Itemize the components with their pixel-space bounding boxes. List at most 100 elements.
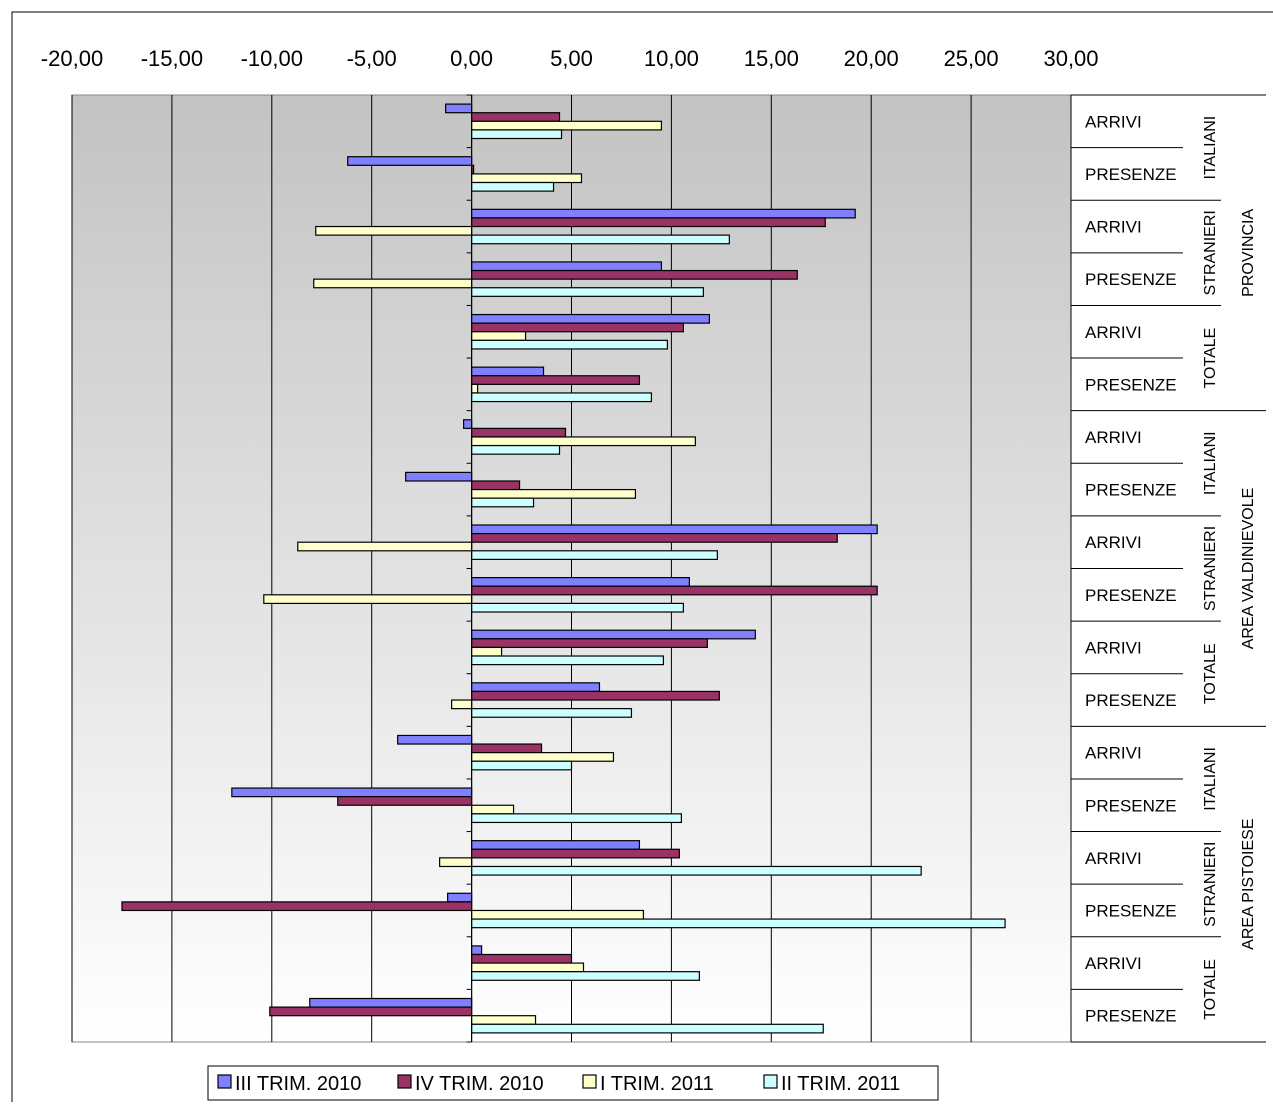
bar	[471, 436, 696, 447]
x-tick-label: 25,00	[944, 46, 999, 71]
bar	[471, 313, 710, 324]
legend-swatch	[763, 1074, 778, 1089]
area-label: AREA VALDINIEVOLE	[1240, 488, 1257, 650]
bar	[471, 261, 663, 272]
bar	[471, 392, 653, 403]
bar	[451, 699, 473, 710]
category-label: PRESENZE	[1085, 1007, 1177, 1026]
bar	[471, 760, 573, 771]
group-label: STRANIERI	[1202, 210, 1219, 295]
bar	[463, 419, 473, 429]
bar	[471, 181, 555, 192]
bar	[471, 655, 665, 666]
group-label: STRANIERI	[1202, 526, 1219, 611]
bar	[471, 804, 515, 815]
bar	[471, 208, 856, 219]
area-label: AREA PISTOIESE	[1240, 819, 1257, 950]
category-label: ARRIVI	[1085, 533, 1142, 552]
x-tick-label: -20,00	[41, 46, 103, 71]
bar	[471, 813, 682, 824]
group-label: TOTALE	[1202, 959, 1219, 1020]
legend-swatch	[217, 1074, 232, 1089]
bar	[313, 278, 473, 289]
bar	[471, 532, 838, 543]
bar	[445, 103, 473, 114]
category-label: PRESENZE	[1085, 375, 1177, 394]
category-label: ARRIVI	[1085, 218, 1142, 237]
bar	[471, 339, 669, 350]
bar	[471, 577, 690, 587]
bar	[471, 971, 700, 981]
bar	[471, 918, 1006, 929]
bar	[471, 444, 561, 455]
legend-label: I TRIM. 2011	[600, 1073, 714, 1095]
bar	[471, 234, 730, 245]
category-label: PRESENZE	[1085, 165, 1177, 184]
group-label: STRANIERI	[1202, 841, 1219, 926]
x-tick-label: 5,00	[550, 46, 593, 71]
bar	[471, 682, 601, 693]
bar	[471, 865, 922, 876]
bar	[471, 331, 527, 341]
x-tick-label: -15,00	[141, 46, 203, 71]
category-label: ARRIVI	[1085, 323, 1142, 342]
bar	[471, 646, 503, 657]
legend-label: III TRIM. 2010	[235, 1073, 361, 1095]
bar	[471, 120, 663, 131]
bar	[121, 901, 473, 912]
bar	[471, 427, 567, 438]
bar	[471, 743, 543, 754]
x-tick-label: 20,00	[844, 46, 899, 71]
bar	[231, 787, 473, 798]
bar	[471, 962, 585, 973]
bar	[471, 366, 545, 377]
legend: III TRIM. 2010 IV TRIM. 2010 I TRIM. 2011 I…	[207, 1065, 939, 1101]
bar	[471, 953, 573, 964]
bar	[471, 909, 645, 920]
group-label: TOTALE	[1202, 328, 1219, 389]
legend-swatch	[582, 1074, 597, 1089]
bar	[297, 541, 473, 552]
x-tick-label: 30,00	[1043, 46, 1098, 71]
bar	[471, 488, 637, 499]
bar	[471, 112, 561, 122]
category-label: PRESENZE	[1085, 586, 1177, 605]
bar	[471, 708, 633, 718]
x-tick-label: 0,00	[450, 46, 493, 71]
bar	[471, 585, 878, 596]
bar	[269, 1006, 473, 1017]
category-label: ARRIVI	[1085, 849, 1142, 868]
category-label: ARRIVI	[1085, 112, 1142, 131]
category-label: PRESENZE	[1085, 796, 1177, 815]
bar	[309, 997, 473, 1008]
bar	[471, 375, 641, 385]
category-label: ARRIVI	[1085, 954, 1142, 973]
bar	[471, 287, 704, 297]
bar	[471, 752, 615, 762]
bar	[263, 594, 473, 605]
bar	[471, 690, 720, 701]
bar	[471, 383, 479, 394]
legend-box	[207, 1065, 939, 1101]
category-axis: ARRIVI PRESENZE ARRIVI PRESENZE ARRIVI PRESEN…	[1071, 94, 1266, 1043]
bar	[397, 734, 473, 745]
bar	[471, 480, 521, 491]
bar	[471, 629, 756, 640]
legend-label: IV TRIM. 2010	[415, 1073, 544, 1095]
legend-label: II TRIM. 2011	[781, 1073, 900, 1095]
bar	[471, 524, 878, 535]
bar	[471, 217, 826, 228]
x-tick-label: -10,00	[241, 46, 303, 71]
group-label: TOTALE	[1202, 643, 1219, 704]
x-tick-label: -5,00	[347, 46, 397, 71]
bar	[347, 156, 473, 166]
bar	[471, 550, 718, 560]
category-label: PRESENZE	[1085, 270, 1177, 289]
bar	[447, 892, 473, 903]
bar	[471, 638, 708, 649]
bar	[471, 945, 483, 956]
category-label: PRESENZE	[1085, 691, 1177, 710]
x-axis: -20,00 -15,00 -10,00 -5,00 0,00 5,00 10,00 15,0…	[41, 46, 1099, 1043]
bar	[471, 1023, 824, 1034]
